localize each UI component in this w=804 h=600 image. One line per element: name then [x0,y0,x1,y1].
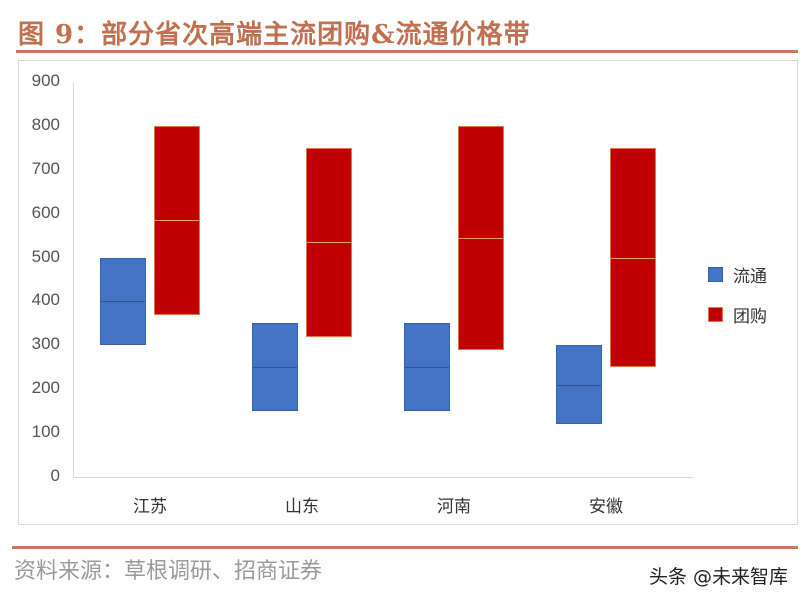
range-bar-tuangou [610,147,656,368]
median-line [405,367,449,369]
legend-item-tuangou: 团购 [708,302,767,327]
y-tick-label: 600 [31,202,60,222]
range-bar-liutong [556,345,602,425]
y-tick-label: 500 [31,246,60,266]
y-tick-label: 100 [31,422,60,442]
legend-label: 流通 [733,267,767,287]
median-line [155,220,199,222]
y-tick-label: 800 [31,114,60,134]
x-tick-label: 河南 [437,497,471,517]
y-tick-label: 0 [50,466,60,485]
legend-swatch-red-icon [708,307,723,322]
x-axis-line [73,477,693,478]
legend-label: 团购 [733,307,767,327]
range-bar-liutong [252,323,298,412]
range-bar-tuangou [306,147,352,337]
chart-title: 图 9：部分省次高端主流团购&流通价格带 [18,20,531,50]
title-divider [16,50,798,53]
y-tick-label: 700 [31,158,60,178]
y-tick-label: 900 [31,71,60,90]
median-line [557,384,601,386]
median-line [459,237,503,239]
median-line [307,242,351,244]
y-axis-line [73,82,74,477]
x-tick-label: 安徽 [589,497,623,517]
footer-divider [12,546,798,549]
y-tick-label: 400 [31,290,60,310]
median-line [101,301,145,303]
range-bar-liutong [404,323,450,412]
range-bar-tuangou [154,125,200,315]
legend-item-liutong: 流通 [708,262,767,287]
legend-swatch-blue-icon [708,267,723,282]
range-bar-liutong [100,257,146,346]
median-line [253,367,297,369]
range-bar-tuangou [458,125,504,350]
source-note: 资料来源：草根调研、招商证券 [14,559,323,584]
watermark: 头条 @未来智库 [648,566,788,588]
chart-area [18,60,798,525]
median-line [611,257,655,259]
y-tick-label: 200 [31,378,60,398]
x-tick-label: 山东 [285,497,319,517]
y-tick-label: 300 [31,334,60,354]
x-tick-label: 江苏 [133,497,167,517]
